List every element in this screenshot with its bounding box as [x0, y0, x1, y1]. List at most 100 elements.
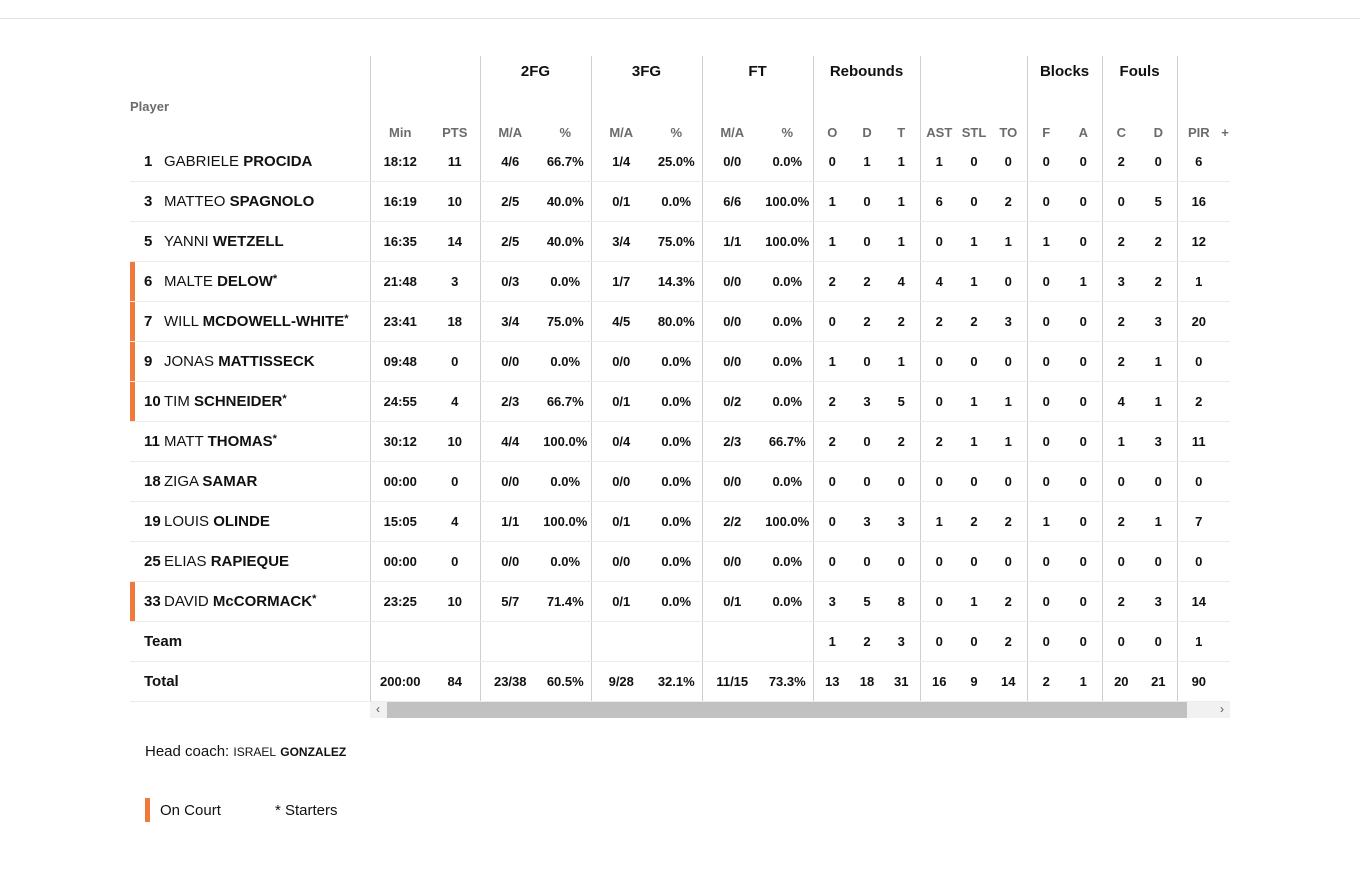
stat-2fg-pct: 66.7%: [540, 142, 591, 182]
stat-2fg-pct: 40.0%: [540, 181, 591, 222]
col-blk-f[interactable]: F: [1026, 86, 1066, 142]
col-2fg-ma[interactable]: M/A: [479, 86, 540, 142]
scroll-thumb[interactable]: [387, 702, 1187, 718]
stat-reb-o: 1: [812, 221, 852, 262]
player-last-name[interactable]: McCORMACK: [212, 593, 313, 610]
player-number: 19: [144, 513, 161, 530]
col-ft-pct[interactable]: %: [781, 125, 794, 140]
col-stl[interactable]: STL: [961, 125, 987, 140]
stat-foul-d: 3: [1140, 421, 1178, 462]
stat-3fg-pct: 32.1%: [651, 661, 702, 702]
col-player[interactable]: Player: [130, 98, 170, 114]
col-min[interactable]: Min: [369, 86, 430, 142]
stat-foul-c: 0: [1101, 621, 1141, 662]
stat-reb-o: 0: [812, 501, 852, 542]
stat-plus-minus: [1220, 301, 1231, 342]
stat-blk-a: 0: [1065, 461, 1103, 502]
player-cell[interactable]: 6 MALTE DELOW*: [130, 261, 370, 302]
col-3fg-pct[interactable]: %: [670, 125, 683, 140]
stat-to: 2: [990, 621, 1028, 662]
player-cell[interactable]: 11 MATT THOMAS*: [130, 421, 370, 462]
stat-pts: 0: [430, 461, 480, 502]
player-cell[interactable]: 7 WILL MCDOWELL-WHITE*: [130, 301, 370, 342]
stat-to: 2: [990, 581, 1028, 622]
player-last-name[interactable]: DELOW: [217, 273, 273, 290]
stat-reb-o: 0: [812, 301, 852, 342]
player-cell[interactable]: 5 YANNI WETZELL: [130, 221, 370, 262]
stat-3fg-ma: 0/0: [590, 541, 651, 582]
stat-reb-d: 2: [851, 621, 884, 662]
player-row[interactable]: 1 GABRIELE PROCIDA 18:12 11 4/6 66.7% 1/4 25.0%…: [130, 142, 1231, 182]
col-ast[interactable]: AST: [919, 86, 959, 142]
player-last-name[interactable]: SAMAR: [202, 473, 258, 490]
player-last-name[interactable]: MCDOWELL-WHITE: [202, 313, 345, 330]
player-cell[interactable]: 18 ZIGA SAMAR: [130, 461, 370, 502]
player-cell[interactable]: 25 ELIAS RAPIEQUE: [130, 541, 370, 582]
stat-pts: [430, 621, 480, 662]
player-cell[interactable]: 3 MATTEO SPAGNOLO: [130, 181, 370, 222]
player-cell[interactable]: 19 LOUIS OLINDE: [130, 501, 370, 542]
player-last-name[interactable]: RAPIEQUE: [210, 553, 290, 570]
scroll-left-icon[interactable]: ‹: [376, 702, 380, 716]
player-last-name[interactable]: WETZELL: [212, 233, 284, 250]
player-last-name[interactable]: SPAGNOLO: [229, 193, 315, 210]
player-row[interactable]: 5 YANNI WETZELL 16:35 14 2/5 40.0% 3/4 75.0% 1/1…: [130, 221, 1231, 262]
player-last-name[interactable]: THOMAS: [207, 433, 273, 450]
player-row[interactable]: 19 LOUIS OLINDE 15:05 4 1/1 100.0% 0/1 0.0% 2/2 1…: [130, 501, 1231, 542]
stat-pir: 90: [1176, 661, 1221, 702]
col-pts[interactable]: PTS: [442, 125, 468, 140]
col-2fg-pct[interactable]: %: [559, 125, 572, 140]
stat-3fg-ma: 1/7: [590, 261, 651, 302]
player-row[interactable]: 9 JONAS MATTISSECK 09:48 0 0/0 0.0% 0/0 0.0% 0/0…: [130, 341, 1231, 382]
player-last-name[interactable]: OLINDE: [213, 513, 270, 530]
player-row[interactable]: 7 WILL MCDOWELL-WHITE* 23:41 18 3/4 75.0% 4/5 8…: [130, 301, 1231, 342]
col-reb-d[interactable]: D: [862, 125, 872, 140]
stat-ft-pct: 100.0%: [762, 501, 814, 542]
col-foul-c[interactable]: C: [1101, 86, 1141, 142]
col-blk-a[interactable]: A: [1078, 125, 1088, 140]
stat-plus-minus: [1220, 341, 1231, 382]
player-cell[interactable]: 1 GABRIELE PROCIDA: [130, 142, 370, 182]
col-pir[interactable]: PIR: [1176, 86, 1221, 142]
player-row[interactable]: 18 ZIGA SAMAR 00:00 0 0/0 0.0% 0/0 0.0% 0/0 0.0% 0…: [130, 461, 1231, 502]
player-first-name: MATT: [164, 433, 204, 450]
player-first-name: DAVID: [164, 593, 209, 610]
col-to[interactable]: TO: [999, 125, 1018, 140]
player-cell[interactable]: 9 JONAS MATTISSECK: [130, 341, 370, 382]
stat-foul-c: 20: [1101, 661, 1141, 702]
stat-2fg-ma: 3/4: [479, 301, 540, 342]
horizontal-scrollbar[interactable]: ‹ ›: [370, 702, 1230, 718]
player-last-name[interactable]: MATTISSECK: [218, 353, 315, 370]
stat-blk-a: 0: [1065, 421, 1103, 462]
player-last-name[interactable]: SCHNEIDER: [194, 393, 283, 410]
player-row[interactable]: 33 DAVID McCORMACK* 23:25 10 5/7 71.4% 0/1 0.0%…: [130, 581, 1231, 622]
stat-reb-t: 1: [883, 181, 921, 222]
player-cell[interactable]: 33 DAVID McCORMACK*: [130, 581, 370, 622]
stat-2fg-ma: 1/1: [479, 501, 540, 542]
player-row[interactable]: 25 ELIAS RAPIEQUE 00:00 0 0/0 0.0% 0/0 0.0% 0/0 0…: [130, 541, 1231, 582]
player-first-name: WILL: [164, 313, 199, 330]
stat-ft-ma: 0/0: [701, 261, 762, 302]
player-row[interactable]: 10 TIM SCHNEIDER* 24:55 4 2/3 66.7% 0/1 0.0% 0/2…: [130, 381, 1231, 422]
player-row[interactable]: 11 MATT THOMAS* 30:12 10 4/4 100.0% 0/4 0.0% 2/3…: [130, 421, 1231, 462]
col-ft-ma[interactable]: M/A: [701, 86, 762, 142]
stat-2fg-ma: 2/5: [479, 181, 540, 222]
stat-reb-d: 5: [851, 581, 884, 622]
player-cell[interactable]: 10 TIM SCHNEIDER*: [130, 381, 370, 422]
player-row[interactable]: 3 MATTEO SPAGNOLO 16:19 10 2/5 40.0% 0/1 0.0% 6/…: [130, 181, 1231, 222]
scroll-right-icon[interactable]: ›: [1220, 702, 1224, 716]
stat-3fg-pct: 0.0%: [651, 581, 702, 622]
starter-marker: *: [272, 273, 278, 285]
col-reb-o[interactable]: O: [812, 86, 852, 142]
player-first-name: LOUIS: [164, 513, 210, 530]
col-foul-d[interactable]: D: [1153, 125, 1163, 140]
col-3fg-ma[interactable]: M/A: [590, 86, 651, 142]
col-reb-t[interactable]: T: [897, 125, 906, 140]
player-row[interactable]: 6 MALTE DELOW* 21:48 3 0/3 0.0% 1/7 14.3% 0/0 0.0…: [130, 261, 1231, 302]
stat-stl: 2: [958, 301, 991, 342]
col-plus-minus[interactable]: +: [1221, 125, 1229, 140]
stat-3fg-pct: 0.0%: [651, 501, 702, 542]
stat-ft-ma: 2/2: [701, 501, 762, 542]
stat-ft-ma: 6/6: [701, 181, 762, 222]
player-last-name[interactable]: PROCIDA: [243, 153, 313, 170]
